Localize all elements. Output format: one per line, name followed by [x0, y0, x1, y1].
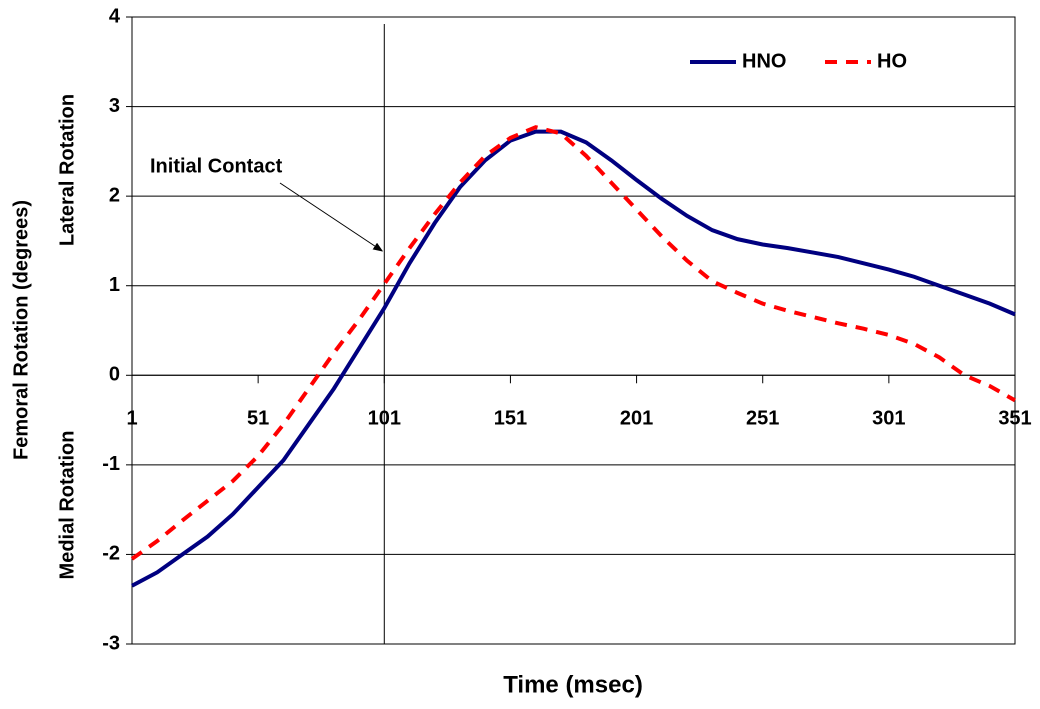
y-tick-label: -3 [102, 632, 120, 654]
x-tick-label: 351 [998, 408, 1031, 430]
legend-label: HNO [742, 50, 786, 72]
x-tick-label: 301 [872, 408, 905, 430]
y-tick-label: 3 [109, 95, 120, 117]
line-series [131, 129, 1016, 588]
y-axis-sublabel: Medial Rotation [56, 431, 78, 580]
legend-label: HO [877, 50, 907, 72]
y-tick-label: 2 [109, 184, 120, 206]
line-series [130, 125, 1016, 561]
y-axis-sublabel: Lateral Rotation [56, 94, 78, 246]
x-tick-label: 201 [620, 408, 653, 430]
x-tick-label: 1 [126, 408, 137, 430]
x-tick-label: 251 [746, 408, 779, 430]
y-tick-label: 1 [109, 274, 120, 296]
y-tick-label: -2 [102, 543, 120, 565]
x-tick-label: 151 [494, 408, 527, 430]
y-tick-label: -1 [102, 453, 120, 475]
y-tick-label: 0 [109, 364, 120, 386]
annotation-text: Initial Contact [150, 155, 283, 177]
y-tick-label: 4 [109, 5, 121, 27]
x-axis-label: Time (msec) [503, 671, 643, 698]
x-tick-label: 51 [247, 408, 269, 430]
plot-border [131, 16, 1016, 645]
y-axis-label: Femoral Rotation (degrees) [10, 200, 32, 460]
annotation-arrow [279, 182, 384, 252]
